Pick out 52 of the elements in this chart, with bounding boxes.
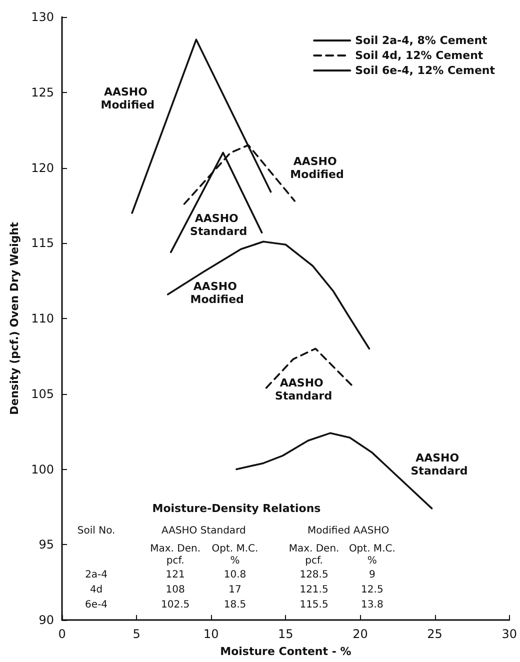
legend-label: Soil 2a-4, 8% Cement [355, 34, 488, 47]
annotation: 18.5 [224, 599, 246, 610]
x-tick-label: 20 [352, 627, 368, 641]
annotation: 12.5 [361, 584, 384, 596]
x-tick-label: 0 [58, 627, 66, 641]
annotation: AASHO Modified [190, 280, 244, 306]
annotation: AASHO Standard [161, 526, 246, 537]
annotation: AASHO Modified [100, 85, 154, 112]
annotation: Opt. M.C. % [212, 544, 258, 567]
y-axis-title: Density (pcf.) Oven Dry Weight [8, 222, 21, 415]
y-tick-label: 115 [31, 236, 54, 250]
annotation: Opt. M.C. % [348, 544, 396, 567]
annotation: 115.5 [300, 599, 328, 610]
y-tick-label: 90 [38, 613, 54, 627]
line-series [166, 240, 370, 350]
x-tick-label: 25 [427, 627, 442, 641]
annotation: 10.8 [224, 569, 246, 580]
legend-label: Soil 6e-4, 12% Cement [355, 64, 496, 77]
annotation: Modified AASHO [308, 526, 390, 537]
x-tick-label: 30 [502, 627, 518, 641]
annotation: Moisture-Density Relations [152, 502, 322, 515]
annotation: Max. Den. pcf. [150, 544, 201, 567]
y-tick-label: 120 [31, 160, 54, 175]
y-tick-label: 110 [31, 312, 54, 326]
annotation: AASHO Standard [410, 452, 468, 478]
y-tick-label: 125 [31, 85, 54, 100]
x-axis-title: Moisture Content - % [220, 645, 352, 658]
y-tick-label: 95 [38, 538, 54, 552]
annotation: 102.5 [161, 599, 190, 610]
y-tick-label: 100 [31, 462, 54, 476]
annotation: 17 [228, 584, 242, 596]
y-tick-label: 130 [31, 10, 54, 24]
annotation: 2a-4 [85, 569, 108, 580]
x-tick-label: 10 [203, 627, 219, 641]
annotation: 121.5 [300, 584, 328, 596]
x-tick-label: 5 [132, 627, 140, 641]
annotation: AASHO Standard [275, 376, 332, 402]
legend-label: Soil 4d, 12% Cement [355, 49, 484, 62]
annotation: 6e-4 [85, 599, 108, 610]
annotation: 4d [90, 584, 103, 596]
annotation: AASHO Standard [190, 212, 248, 238]
annotation: Max. Den. pcf. [288, 544, 340, 567]
annotation: 9 [368, 569, 376, 580]
annotation: 121 [166, 569, 185, 580]
annotation: 108 [166, 584, 185, 596]
x-tick-label: 15 [278, 627, 294, 641]
annotation: 13.8 [361, 599, 384, 610]
annotation: AASHO Modified [290, 154, 344, 181]
y-tick-label: 105 [31, 386, 54, 401]
annotation: Soil No. [77, 526, 116, 537]
line-series [265, 348, 354, 389]
annotation: 128.5 [300, 569, 328, 580]
